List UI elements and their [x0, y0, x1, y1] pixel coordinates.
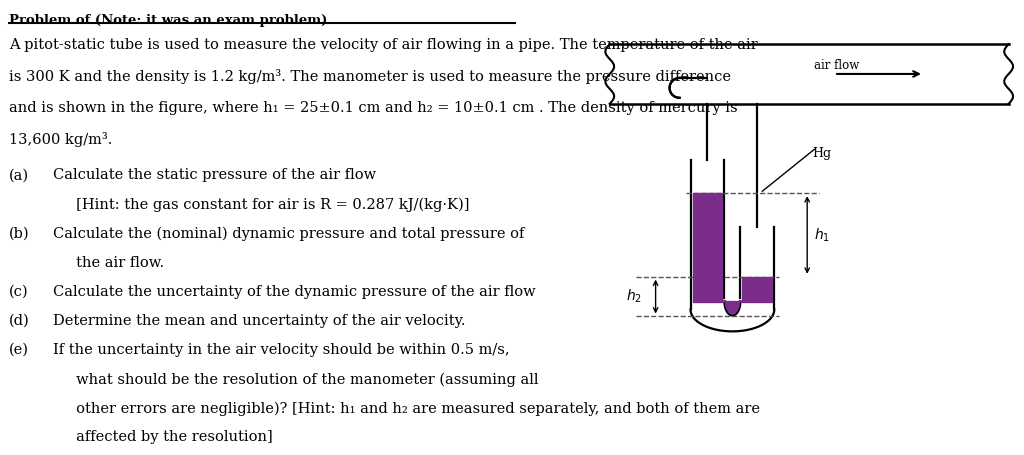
Text: and is shown in the figure, where h₁ = 25±0.1 cm and h₂ = 10±0.1 cm . The densit: and is shown in the figure, where h₁ = 2… — [9, 101, 738, 115]
Text: $h_2$: $h_2$ — [626, 288, 642, 305]
Text: Calculate the (nominal) dynamic pressure and total pressure of: Calculate the (nominal) dynamic pressure… — [53, 227, 524, 241]
Text: A pitot-static tube is used to measure the velocity of air flowing in a pipe. Th: A pitot-static tube is used to measure t… — [9, 38, 758, 52]
Text: other errors are negligible)? [Hint: h₁ and h₂ are measured separately, and both: other errors are negligible)? [Hint: h₁ … — [53, 401, 760, 416]
Text: Hg: Hg — [812, 147, 831, 161]
Text: the air flow.: the air flow. — [53, 256, 165, 270]
Text: (b): (b) — [9, 227, 30, 241]
Text: (c): (c) — [9, 285, 29, 299]
Text: (e): (e) — [9, 343, 30, 357]
Text: air flow: air flow — [814, 59, 859, 72]
Text: [Hint: the gas constant for air is R = 0.287 kJ/(kg·K)]: [Hint: the gas constant for air is R = 0… — [53, 197, 470, 212]
Text: what should be the resolution of the manometer (assuming all: what should be the resolution of the man… — [53, 372, 539, 387]
Text: (a): (a) — [9, 168, 30, 182]
Text: Calculate the uncertainty of the dynamic pressure of the air flow: Calculate the uncertainty of the dynamic… — [53, 285, 536, 299]
Text: (d): (d) — [9, 314, 30, 328]
Text: $h_1$: $h_1$ — [814, 226, 830, 244]
Text: is 300 K and the density is 1.2 kg/m³. The manometer is used to measure the pres: is 300 K and the density is 1.2 kg/m³. T… — [9, 70, 731, 85]
Text: Calculate the static pressure of the air flow: Calculate the static pressure of the air… — [53, 168, 377, 182]
Text: If the uncertainty in the air velocity should be within 0.5 m/s,: If the uncertainty in the air velocity s… — [53, 343, 510, 357]
Text: 13,600 kg/m³.: 13,600 kg/m³. — [9, 132, 113, 147]
Text: affected by the resolution]: affected by the resolution] — [53, 430, 273, 445]
Text: Determine the mean and uncertainty of the air velocity.: Determine the mean and uncertainty of th… — [53, 314, 466, 328]
Polygon shape — [722, 301, 742, 313]
Text: Problem of (Note: it was an exam problem): Problem of (Note: it was an exam problem… — [9, 14, 328, 27]
